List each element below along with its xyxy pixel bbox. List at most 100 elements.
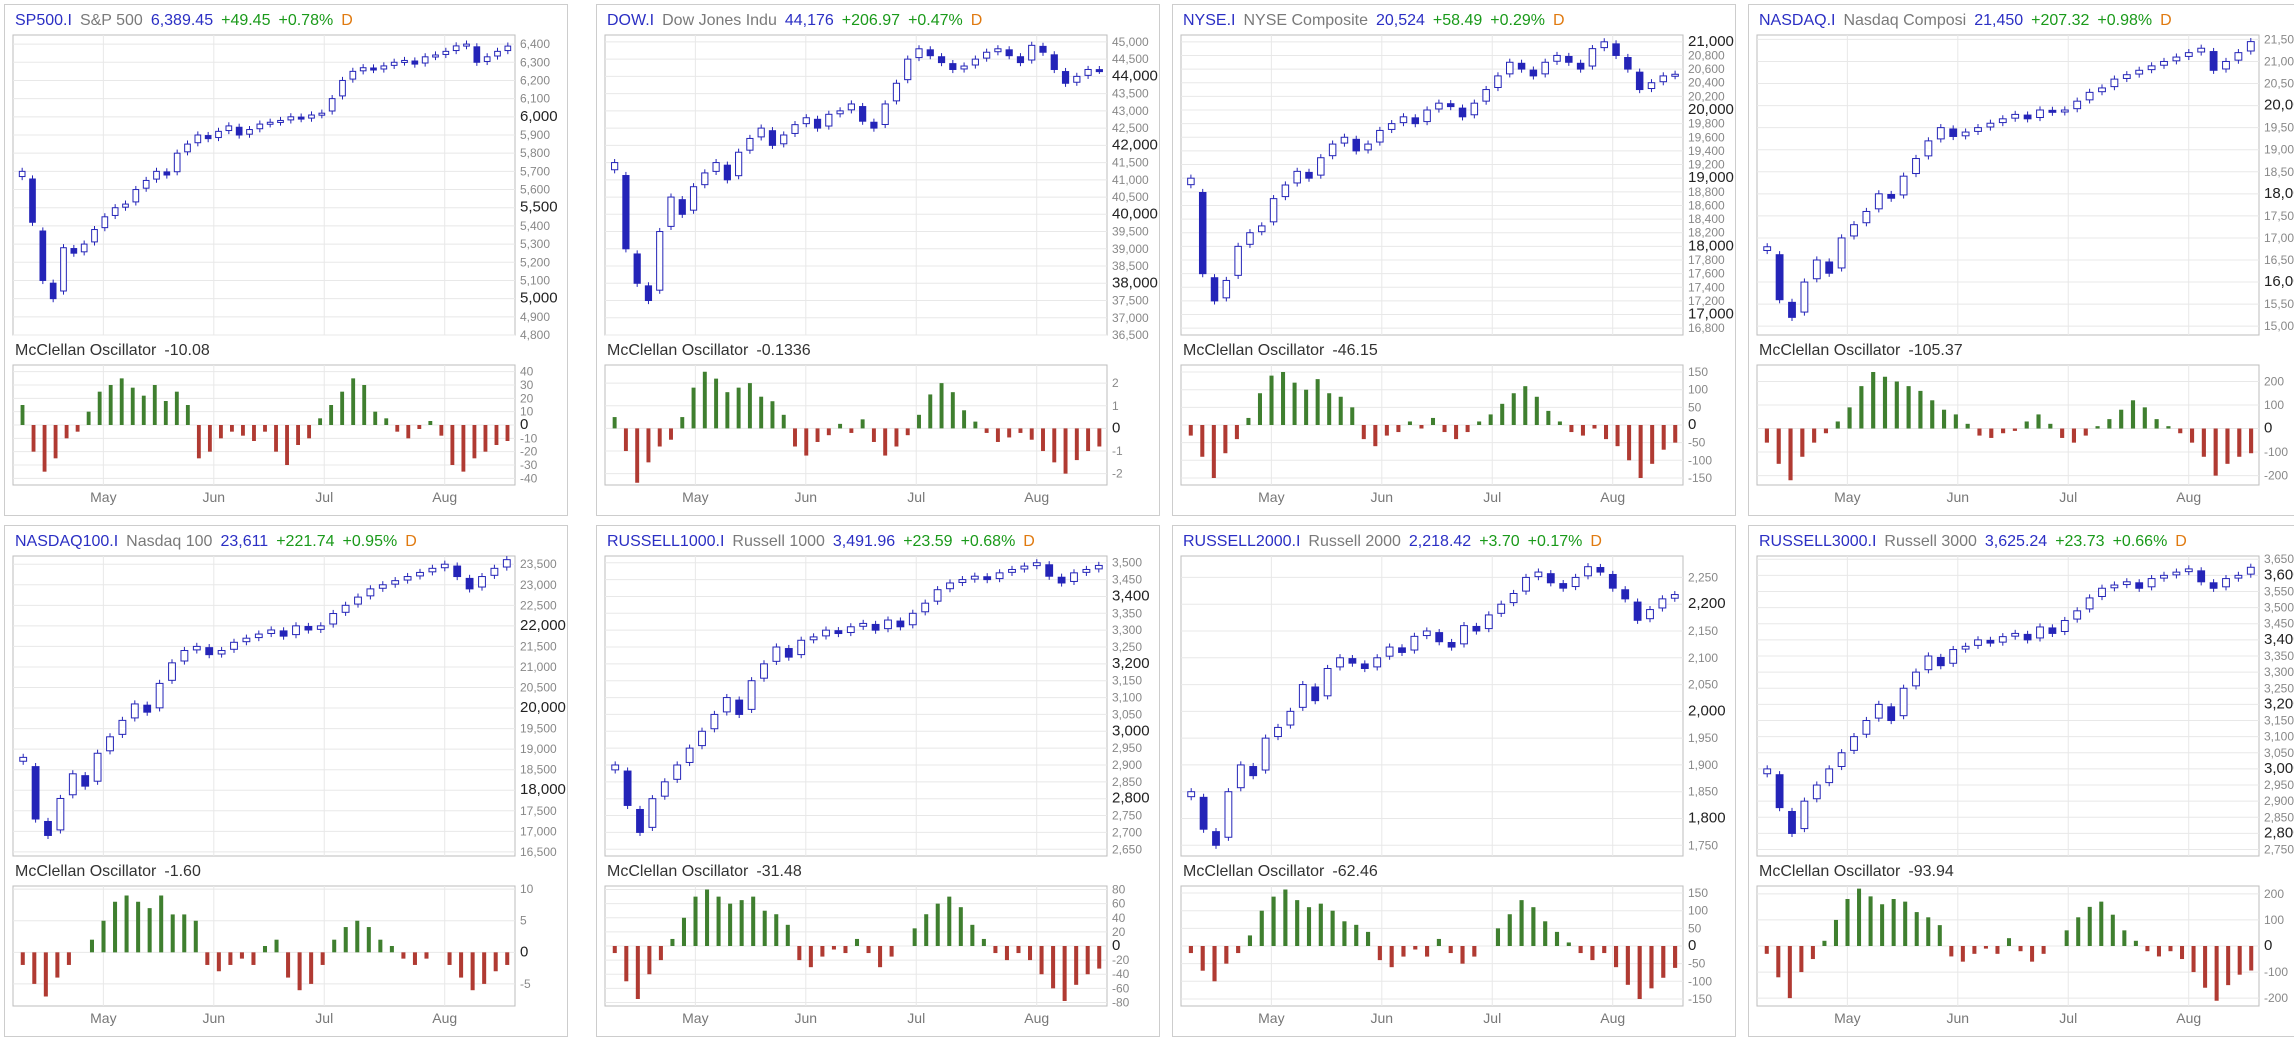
price-tick-label: 5,600 [520, 183, 550, 197]
month-label: Jun [795, 1010, 818, 1026]
candle [1949, 645, 1958, 667]
last-price: 20,524 [1375, 12, 1425, 29]
frequency-button[interactable]: D [1553, 12, 1565, 29]
chart-panel-russell2000-i[interactable]: May Jun Jul Aug 1,750 1,800 1,850 1,900 1,950 2,0… [1172, 525, 1736, 1037]
candle [904, 55, 912, 84]
price-tick-label: 22,000 [520, 617, 566, 634]
candle [915, 45, 923, 62]
candle [1364, 140, 1372, 154]
frequency-button[interactable]: D [2175, 533, 2187, 550]
month-label: May [90, 489, 116, 505]
price-tick-label: 2,850 [1112, 775, 1142, 789]
frequency-button[interactable]: D [1590, 533, 1602, 550]
price-tick-label: 38,500 [1112, 259, 1149, 273]
chart-header: SP500.I S&P 500 6,389.45 +49.45 +0.78% D [15, 11, 361, 31]
candle [1517, 59, 1526, 73]
price-change: +23.73 [2055, 533, 2105, 550]
candle [1082, 565, 1091, 576]
frequency-button[interactable]: D [1023, 533, 1035, 550]
candle [1659, 72, 1668, 86]
candle [1775, 251, 1784, 304]
candle [722, 693, 731, 716]
index-name: Dow Jones Indu [662, 12, 777, 29]
price-tick-label: 19,000 [520, 742, 557, 756]
candle [111, 204, 119, 220]
osc-tick-label: 5 [520, 914, 527, 928]
candle [1553, 51, 1561, 65]
month-label: Jul [2059, 1010, 2077, 1026]
candle [1447, 638, 1456, 651]
price-tick-label: 3,450 [2264, 617, 2294, 631]
candle [101, 213, 109, 232]
ticker-symbol[interactable]: NASDAQ.I [1759, 12, 1836, 29]
ticker-symbol[interactable]: DOW.I [607, 12, 655, 29]
candle [68, 770, 77, 799]
price-tick-label: 44,000 [1112, 67, 1158, 84]
candle [1850, 733, 1858, 754]
price-tick-label: 3,200 [1112, 655, 1150, 672]
candle [49, 279, 57, 303]
candle [2048, 624, 2057, 638]
ticker-symbol[interactable]: RUSSELL2000.I [1183, 533, 1301, 550]
chart-panel-nasdaq-i[interactable]: May Jun Jul Aug 15,000 15,500 16,000 16,500 17,0… [1748, 4, 2294, 516]
frequency-button[interactable]: D [405, 533, 417, 550]
candle [1658, 595, 1667, 612]
candle [277, 116, 284, 126]
candle [1825, 258, 1834, 277]
osc-tick-label: -50 [1688, 436, 1706, 450]
candle [440, 560, 449, 572]
candle [287, 113, 295, 124]
percent-change: +0.47% [908, 12, 963, 29]
chart-panel-dow-i[interactable]: May Jun Jul Aug 36,500 37,000 37,500 38,000 38,5… [596, 4, 1160, 516]
candle [656, 227, 664, 294]
candle [225, 122, 233, 135]
oscillator-name: McClellan Oscillator [607, 342, 749, 359]
candle [1376, 126, 1384, 146]
ticker-symbol[interactable]: RUSSELL3000.I [1759, 533, 1877, 550]
candle [644, 282, 653, 305]
candle [1305, 168, 1313, 182]
candle [1484, 611, 1493, 633]
candle [329, 609, 338, 628]
chart-panel-nyse-i[interactable]: May Jun Jul Aug 16,800 17,000 17,200 17,400 17,6… [1172, 4, 1736, 516]
candle [1763, 765, 1772, 778]
candle [502, 556, 511, 571]
candle [1974, 124, 1982, 135]
ticker-symbol[interactable]: NASDAQ100.I [15, 533, 119, 550]
chart-panel-russell1000-i[interactable]: May Jun Jul Aug 2,650 2,700 2,750 2,800 2,850 2,9… [596, 525, 1160, 1037]
osc-tick-label: -100 [1688, 974, 1712, 988]
chart-panel-sp500-i[interactable]: May Jun Jul Aug 4,800 4,900 5,000 5,100 5,200 5,3… [4, 4, 568, 516]
candle [2172, 53, 2181, 65]
oscillator-value: -46.15 [1332, 342, 1378, 359]
month-label: Aug [1600, 489, 1625, 505]
candle [1385, 643, 1394, 660]
chart-panel-nasdaq100-i[interactable]: May Jun Jul Aug 16,500 17,000 17,500 18,000 18,5… [4, 525, 568, 1037]
month-label: Jul [315, 1010, 333, 1026]
candle [1028, 41, 1036, 64]
ticker-symbol[interactable]: NYSE.I [1183, 12, 1236, 29]
frequency-button[interactable]: D [341, 12, 353, 29]
ticker-symbol[interactable]: RUSSELL1000.I [607, 533, 725, 550]
price-tick-label: 19,000 [2264, 143, 2294, 157]
ticker-symbol[interactable]: SP500.I [15, 12, 72, 29]
chart-header: NYSE.I NYSE Composite 20,524 +58.49 +0.29% D [1183, 11, 1573, 31]
osc-tick-label: 50 [1688, 921, 1702, 935]
month-label: May [90, 1010, 116, 1026]
price-tick-label: 42,500 [1112, 121, 1149, 135]
index-name: S&P 500 [79, 12, 143, 29]
candle [1887, 703, 1896, 725]
candle [91, 225, 98, 246]
osc-tick-label: 2 [1112, 376, 1119, 390]
month-label: Jul [315, 489, 333, 505]
candle [1212, 828, 1220, 849]
candle [1936, 653, 1945, 670]
frequency-button[interactable]: D [970, 12, 983, 29]
candle [949, 60, 957, 74]
candle [1261, 734, 1270, 774]
candle [1286, 707, 1295, 729]
candle [712, 158, 720, 175]
candle [1234, 242, 1242, 279]
frequency-button[interactable]: D [2160, 12, 2172, 29]
candle [1497, 600, 1506, 617]
chart-panel-russell3000-i[interactable]: MayJunJulAug2,7502,8002,8502,9002,9503,0… [1748, 525, 2294, 1037]
